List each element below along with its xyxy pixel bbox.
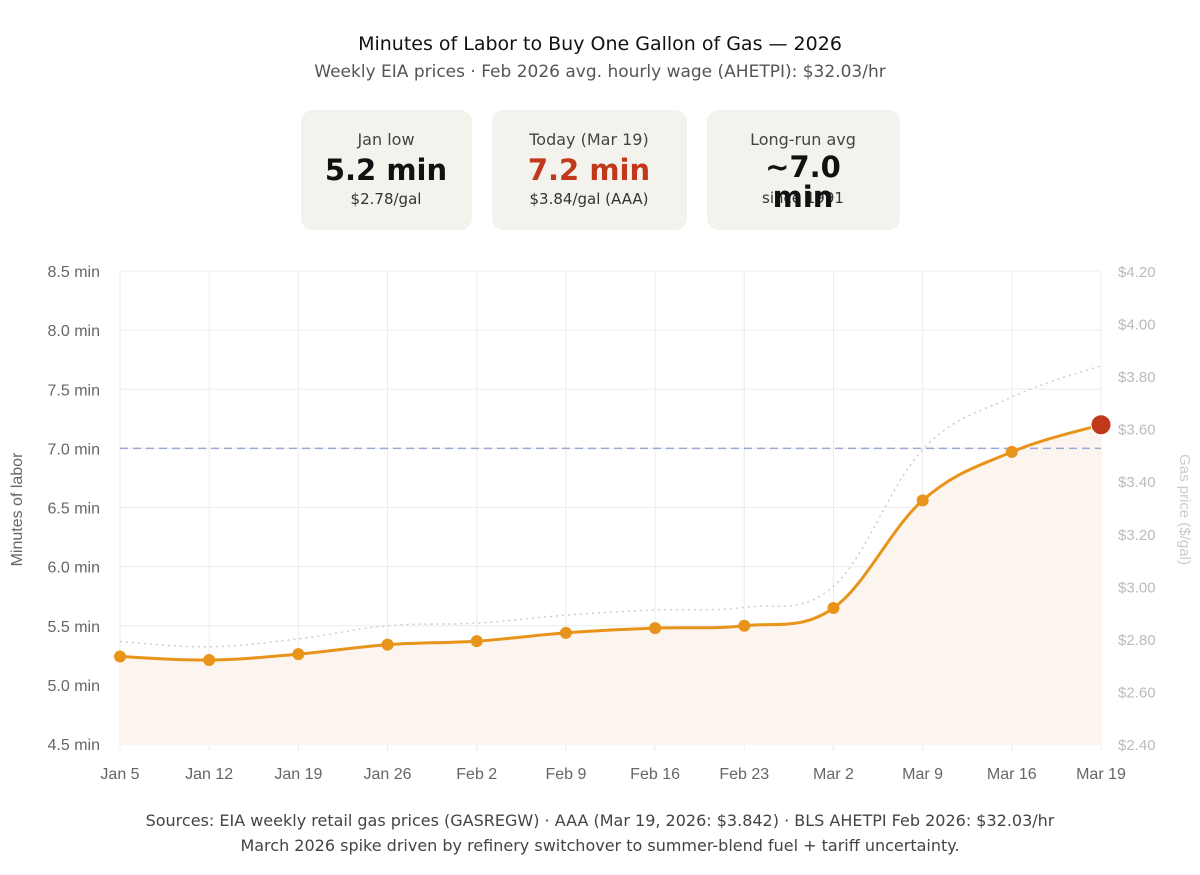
y-left-tick-label: 5.5 min bbox=[48, 619, 100, 636]
y-right-axis-title: Gas price ($/gal) bbox=[1176, 454, 1193, 565]
y-left-tick-label: 8.0 min bbox=[48, 323, 100, 340]
y-right-tick-label: $2.40 bbox=[1118, 737, 1156, 754]
y-right-tick-label: $3.80 bbox=[1118, 369, 1156, 386]
data-point bbox=[559, 626, 572, 639]
y-left-axis-title: Minutes of labor bbox=[9, 452, 26, 567]
labor-area-fill bbox=[120, 424, 1101, 744]
x-tick-label: Feb 2 bbox=[456, 766, 497, 783]
stat-cards: Jan low 5.2 min $2.78/gal Today (Mar 19)… bbox=[0, 110, 1200, 230]
stat-card-label: Long-run avg bbox=[750, 130, 856, 149]
data-point bbox=[470, 635, 483, 648]
y-left-tick-label: 8.5 min bbox=[48, 264, 100, 281]
stat-card-label: Jan low bbox=[357, 130, 415, 149]
chart-header: Minutes of Labor to Buy One Gallon of Ga… bbox=[0, 31, 1200, 85]
data-point bbox=[203, 654, 216, 667]
y-left-tick-label: 6.5 min bbox=[48, 501, 100, 518]
stat-card-value-line1: ~7.0 bbox=[765, 150, 841, 184]
footer-note: March 2026 spike driven by refinery swit… bbox=[240, 836, 960, 855]
y-right-tick-label: $3.20 bbox=[1118, 527, 1156, 544]
data-point bbox=[916, 494, 929, 507]
x-tick-label: Mar 9 bbox=[902, 766, 943, 783]
y-left-tick-label: 5.0 min bbox=[48, 678, 100, 695]
stat-card-jan-low: Jan low 5.2 min $2.78/gal bbox=[300, 110, 472, 230]
y-right-tick-label: $3.00 bbox=[1118, 579, 1156, 596]
x-tick-label: Mar 16 bbox=[987, 766, 1037, 783]
stat-card-label: Today (Mar 19) bbox=[529, 130, 649, 149]
y-right-tick-label: $3.40 bbox=[1118, 474, 1156, 491]
data-point bbox=[738, 619, 751, 632]
y-right-tick-label: $4.00 bbox=[1118, 317, 1156, 334]
x-tick-label: Mar 2 bbox=[813, 766, 854, 783]
tick-layer: 4.5 min 5.0 min 5.5 min 6.0 min 6.5 min 7.0 m… bbox=[9, 264, 1193, 783]
data-point bbox=[292, 648, 305, 661]
x-tick-label: Feb 23 bbox=[719, 766, 769, 783]
stat-card-value: 5.2 min bbox=[324, 153, 448, 187]
stat-card-sub: $2.78/gal bbox=[350, 190, 422, 208]
stat-card-sub: $3.84/gal (AAA) bbox=[529, 190, 649, 208]
stat-card-value: ~7.0 min bbox=[707, 152, 900, 212]
stat-card-value: 7.2 min bbox=[527, 153, 651, 187]
area-layer bbox=[120, 424, 1101, 744]
point-layer bbox=[114, 414, 1112, 667]
data-point-highlight bbox=[1090, 414, 1112, 436]
stat-card-long-run: Long-run avg ~7.0 min since 1991 bbox=[706, 110, 900, 230]
stat-card-value-wrap: ~7.0 min bbox=[707, 150, 900, 212]
x-tick-label: Jan 26 bbox=[364, 766, 412, 783]
data-point bbox=[649, 622, 662, 635]
stat-card-sub: since 1991 bbox=[762, 189, 844, 207]
data-point bbox=[381, 638, 394, 651]
stat-card-value-line2: min bbox=[772, 180, 834, 214]
data-point bbox=[114, 650, 126, 663]
chart-footer: Sources: EIA weekly retail gas prices (G… bbox=[0, 808, 1200, 858]
x-tick-label: Jan 19 bbox=[274, 766, 322, 783]
y-left-tick-label: 7.5 min bbox=[48, 382, 100, 399]
stat-card-today: Today (Mar 19) 7.2 min $3.84/gal (AAA) bbox=[491, 110, 687, 230]
chart-title: Minutes of Labor to Buy One Gallon of Ga… bbox=[358, 33, 842, 55]
y-right-tick-label: $4.20 bbox=[1118, 264, 1156, 281]
y-left-tick-label: 4.5 min bbox=[48, 737, 100, 754]
y-left-tick-label: 6.0 min bbox=[48, 560, 100, 577]
y-right-tick-label: $3.60 bbox=[1118, 422, 1156, 439]
data-point bbox=[1005, 445, 1018, 458]
x-tick-label: Feb 9 bbox=[545, 766, 586, 783]
y-right-tick-label: $2.80 bbox=[1118, 632, 1156, 649]
x-tick-label: Jan 5 bbox=[100, 766, 139, 783]
footer-sources: Sources: EIA weekly retail gas prices (G… bbox=[145, 811, 1055, 830]
chart-subtitle: Weekly EIA prices · Feb 2026 avg. hourly… bbox=[314, 62, 886, 82]
y-right-tick-label: $2.60 bbox=[1118, 684, 1156, 701]
data-point bbox=[827, 602, 840, 615]
x-tick-label: Feb 16 bbox=[630, 766, 680, 783]
x-tick-label: Jan 12 bbox=[185, 766, 233, 783]
y-left-tick-label: 7.0 min bbox=[48, 441, 100, 458]
x-tick-label: Mar 19 bbox=[1076, 766, 1126, 783]
